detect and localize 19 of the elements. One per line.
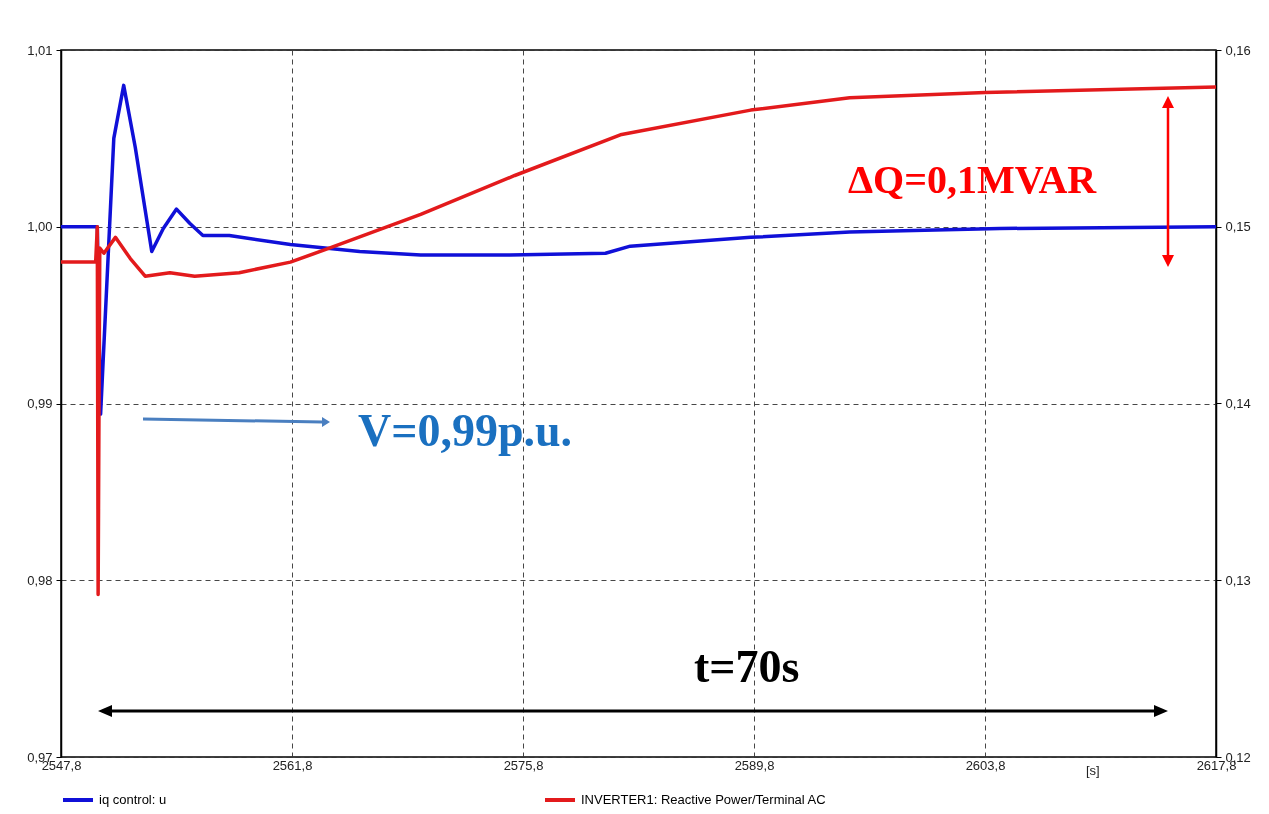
legend-label: iq control: u [99, 792, 167, 807]
y2-tick-label: 0,14 [1225, 396, 1251, 411]
line-series [61, 85, 1216, 597]
y-tick-label: 1,01 [27, 42, 53, 58]
x-axis-title: [s] [1086, 763, 1100, 778]
y-tick-label: 0,98 [27, 572, 53, 588]
y2-tick-label: 0,15 [1225, 219, 1251, 235]
y-tick-label: 1,00 [27, 219, 53, 235]
y2-tick-label: 0,13 [1225, 572, 1251, 588]
y-tick-label: 0,99 [27, 396, 53, 411]
annotation: ΔQ=0,1MVAR [848, 156, 1097, 203]
x-tick-label: 2589,8 [734, 757, 775, 773]
x-tick-label: 2575,8 [503, 757, 544, 773]
x-tick-label: 2561,8 [272, 757, 313, 773]
annotation: V=0,99p.u. [358, 404, 573, 457]
x-tick-label: 2603,8 [965, 757, 1006, 773]
y2-tick-label: 0,16 [1225, 42, 1251, 58]
legend-label: INVERTER1: Reactive Power/Terminal AC [581, 792, 826, 807]
annotation: t=70s [694, 640, 800, 693]
